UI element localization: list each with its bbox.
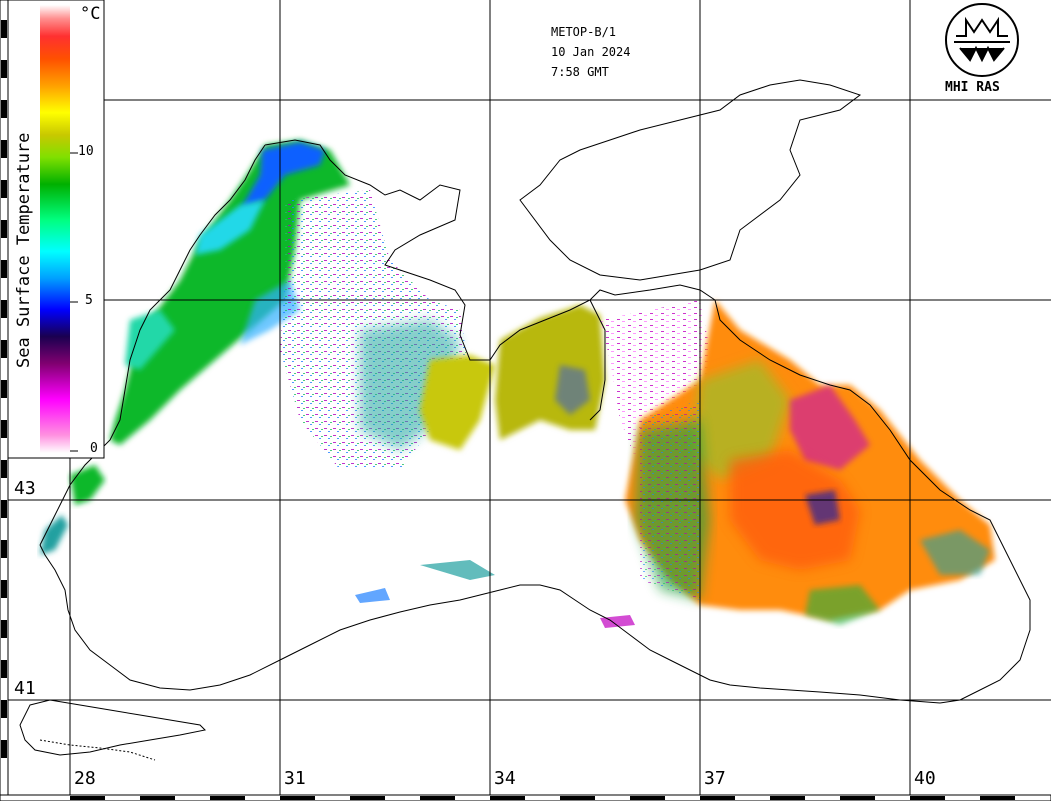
legend-tick-5: 5 bbox=[85, 293, 93, 308]
longitude-label-34: 34 bbox=[494, 768, 516, 789]
longitude-label-31: 31 bbox=[284, 768, 306, 789]
acquisition-date: 10 Jan 2024 bbox=[551, 45, 631, 59]
legend-title: Sea Surface Temperature bbox=[14, 132, 34, 368]
central-olive-patch bbox=[495, 305, 605, 440]
legend-colorbar bbox=[40, 5, 70, 453]
satellite-name: METOP-B/1 bbox=[551, 25, 617, 39]
legend bbox=[7, 0, 105, 459]
acquisition-time: 7:58 GMT bbox=[551, 65, 609, 79]
longitude-label-40: 40 bbox=[914, 768, 936, 789]
coastline bbox=[19, 79, 1031, 761]
legend-tick-10: 10 bbox=[78, 144, 94, 159]
longitude-label-37: 37 bbox=[704, 768, 726, 789]
legend-unit: °C bbox=[80, 4, 101, 24]
organization-label: MHI RAS bbox=[945, 80, 1000, 95]
latitude-label-41: 41 bbox=[14, 678, 36, 699]
sst-field bbox=[40, 140, 995, 628]
longitude-label-28: 28 bbox=[74, 768, 96, 789]
mhi-logo bbox=[945, 3, 1019, 77]
latitude-label-43: 43 bbox=[14, 478, 36, 499]
acquisition-info: METOP-B/1 10 Jan 2024 7:58 GMT bbox=[551, 22, 630, 82]
legend-tick-0: 0 bbox=[90, 441, 98, 456]
